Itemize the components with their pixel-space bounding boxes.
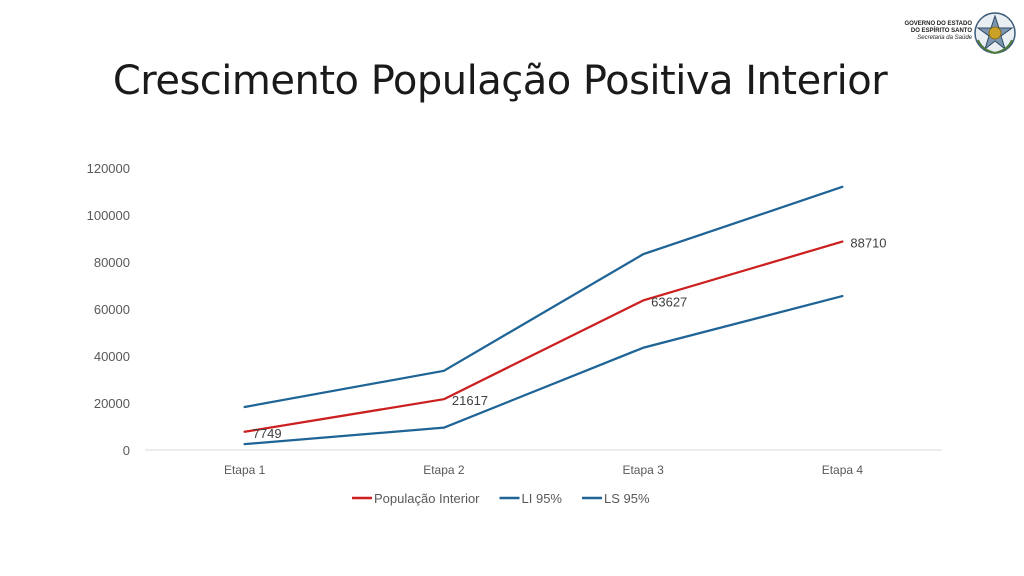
- legend-label-0: População Interior: [374, 491, 480, 506]
- y-tick-label: 100000: [87, 208, 130, 223]
- data-label: 63627: [651, 294, 687, 309]
- y-tick-label: 0: [123, 443, 130, 458]
- state-coat-of-arms-icon: [974, 12, 1016, 55]
- logo-line-1: GOVERNO DO ESTADO: [904, 21, 972, 27]
- data-label: 21617: [452, 393, 488, 408]
- y-tick-label: 120000: [87, 161, 130, 176]
- series-line-0: [243, 240, 844, 433]
- government-logo-text: GOVERNO DO ESTADO DO ESPÍRITO SANTO Secr…: [904, 21, 972, 42]
- slide-title: Crescimento População Positiva Interior: [112, 58, 888, 104]
- series-line-1: [243, 294, 844, 446]
- y-tick-label: 80000: [94, 255, 130, 270]
- data-label: 88710: [850, 236, 886, 251]
- logo-line-3: Secretaria da Saúde: [917, 35, 972, 41]
- x-tick-label: Etapa 4: [822, 463, 864, 477]
- data-label: 7749: [253, 426, 282, 441]
- y-tick-label: 40000: [94, 349, 130, 364]
- y-tick-label: 20000: [94, 396, 130, 411]
- x-tick-label: Etapa 3: [622, 463, 664, 477]
- logo-line-2: DO ESPÍRITO SANTO: [910, 28, 972, 34]
- legend-label-1: LI 95%: [522, 491, 563, 506]
- y-tick-label: 60000: [94, 302, 130, 317]
- series-line-2: [243, 185, 844, 409]
- x-tick-label: Etapa 1: [224, 463, 266, 477]
- legend-label-2: LS 95%: [604, 491, 650, 506]
- x-tick-label: Etapa 2: [423, 463, 465, 477]
